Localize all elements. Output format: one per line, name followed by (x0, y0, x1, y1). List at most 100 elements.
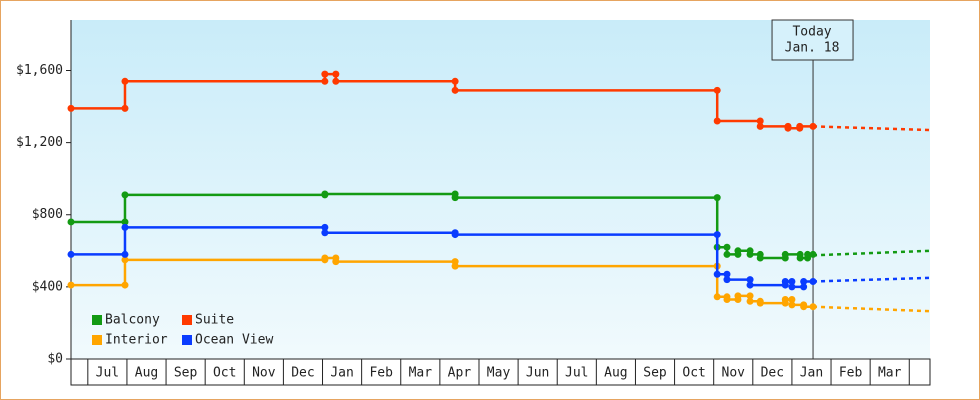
price-point (451, 194, 459, 202)
price-point (804, 250, 812, 258)
price-point (781, 277, 789, 285)
y-tick-label: $1,200 (16, 135, 63, 150)
price-point (723, 250, 731, 258)
legend-label: Ocean View (195, 333, 273, 348)
price-point (67, 218, 75, 226)
month-label: Aug (135, 366, 158, 381)
month-label: Nov (252, 366, 276, 381)
legend-label: Suite (195, 313, 234, 328)
price-point (713, 231, 721, 239)
price-point (800, 277, 808, 285)
price-point (800, 303, 808, 311)
price-point (332, 258, 340, 266)
price-point (713, 270, 721, 278)
price-point (121, 250, 129, 258)
month-label: Sep (643, 366, 667, 381)
month-label: Jun (526, 366, 549, 381)
forecast-line (813, 125, 931, 132)
price-point (781, 250, 789, 258)
price-point (121, 256, 129, 264)
price-point (67, 250, 75, 258)
y-tick-label: $400 (32, 279, 63, 294)
price-point (734, 247, 742, 255)
month-label: Oct (213, 366, 236, 381)
price-point (121, 104, 129, 112)
forecast-line (813, 276, 931, 283)
month-label: Apr (448, 366, 472, 381)
price-point (800, 283, 808, 291)
price-point (332, 77, 340, 85)
price-point (746, 292, 754, 300)
legend-swatch (92, 315, 102, 325)
month-label: Oct (682, 366, 705, 381)
forecast-line (812, 305, 931, 313)
price-point (713, 117, 721, 125)
legend-swatch (182, 315, 192, 325)
price-point (756, 299, 764, 307)
price-point (756, 117, 764, 125)
legend-label: Balcony (105, 313, 160, 328)
y-tick-label: $1,600 (16, 63, 63, 78)
price-point (809, 277, 817, 285)
price-point (723, 270, 731, 278)
price-point (788, 295, 796, 303)
price-point (67, 281, 75, 289)
month-label: Nov (722, 366, 746, 381)
month-label: Jan (330, 366, 353, 381)
price-point (321, 223, 329, 231)
legend-swatch (92, 335, 102, 345)
month-label: Feb (839, 366, 863, 381)
price-point (746, 297, 754, 305)
today-label: Today (792, 25, 831, 40)
price-point (746, 250, 754, 258)
month-label: Feb (369, 366, 393, 381)
price-point (121, 218, 129, 226)
month-label: Mar (878, 366, 902, 381)
month-label: Dec (291, 366, 314, 381)
price-point (332, 70, 340, 78)
price-point (809, 303, 817, 311)
price-point (723, 243, 731, 251)
month-label: Mar (409, 366, 433, 381)
price-point (788, 277, 796, 285)
price-point (746, 276, 754, 284)
month-label: May (487, 366, 511, 381)
price-point (321, 190, 329, 198)
price-point (451, 77, 459, 85)
price-point (121, 77, 129, 85)
price-point (784, 124, 792, 132)
y-tick-label: $0 (47, 352, 63, 367)
price-point (451, 231, 459, 239)
today-box (771, 19, 854, 61)
legend-swatch (182, 335, 192, 345)
month-label: Jul (565, 366, 588, 381)
y-tick-label: $800 (32, 207, 63, 222)
month-label: Aug (604, 366, 627, 381)
price-point (321, 229, 329, 237)
price-point (321, 77, 329, 85)
forecast-line (812, 249, 931, 257)
price-point (121, 223, 129, 231)
price-point (713, 194, 721, 202)
price-point (788, 301, 796, 309)
price-point (809, 250, 817, 258)
price-point (756, 254, 764, 262)
month-label: Jan (800, 366, 823, 381)
today-label: Jan. 18 (785, 41, 840, 56)
price-point (781, 295, 789, 303)
price-point (809, 122, 817, 130)
price-point (67, 104, 75, 112)
price-point (451, 86, 459, 94)
price-point (723, 276, 731, 284)
price-point (734, 292, 742, 300)
price-point (321, 70, 329, 78)
price-point (723, 295, 731, 303)
price-point (796, 254, 804, 262)
price-point (121, 281, 129, 289)
month-label: Dec (761, 366, 784, 381)
price-point (121, 191, 129, 199)
price-point (756, 122, 764, 130)
price-point (451, 262, 459, 270)
